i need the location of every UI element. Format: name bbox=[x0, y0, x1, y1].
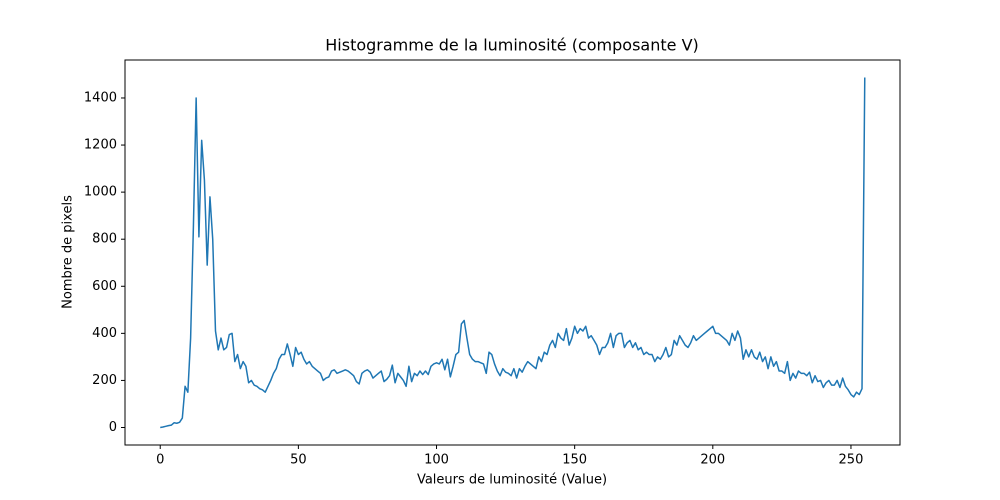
x-tick-label: 250 bbox=[839, 453, 864, 468]
x-tick-label: 50 bbox=[290, 453, 307, 468]
x-tick-label: 150 bbox=[562, 453, 587, 468]
y-tick-label: 400 bbox=[92, 326, 117, 341]
y-tick-label: 800 bbox=[92, 232, 117, 247]
y-tick-label: 1400 bbox=[84, 90, 117, 105]
y-tick-label: 600 bbox=[92, 279, 117, 294]
y-tick-label: 1200 bbox=[84, 138, 117, 153]
y-tick-label: 200 bbox=[92, 373, 117, 388]
y-tick-label: 0 bbox=[109, 420, 117, 435]
x-axis-label: Valeurs de luminosité (Value) bbox=[417, 473, 607, 488]
x-tick-label: 0 bbox=[156, 453, 164, 468]
plot-area: 0 50 100 150 200 250 0 200 400 600 800 1000 1200 1400 bbox=[84, 77, 866, 468]
x-tick-label: 100 bbox=[424, 453, 449, 468]
y-tick-label: 1000 bbox=[84, 185, 117, 200]
chart-title: Histogramme de la luminosité (composante… bbox=[325, 36, 699, 55]
data-line bbox=[160, 77, 866, 429]
axes-frame bbox=[124, 59, 901, 446]
y-axis-label: Nombre de pixels bbox=[61, 195, 76, 309]
x-tick-label: 200 bbox=[700, 453, 725, 468]
